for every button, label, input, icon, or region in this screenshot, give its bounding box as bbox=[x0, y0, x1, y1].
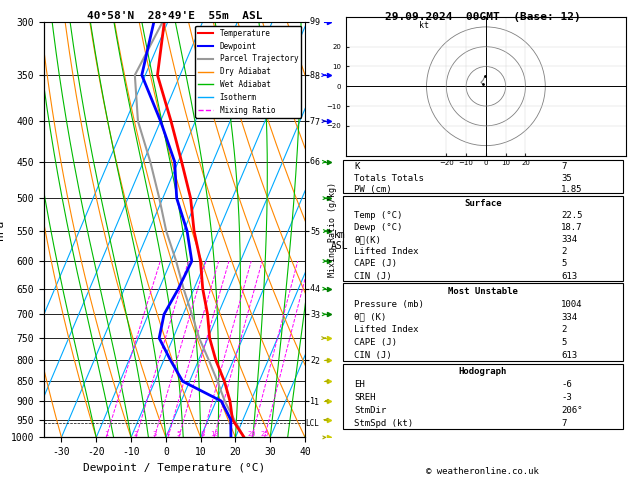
Text: 25: 25 bbox=[260, 432, 269, 437]
Text: 2: 2 bbox=[310, 356, 315, 365]
Text: 1: 1 bbox=[310, 397, 315, 405]
Text: 8: 8 bbox=[200, 432, 204, 437]
Text: 5: 5 bbox=[561, 260, 567, 268]
Text: Lifted Index: Lifted Index bbox=[354, 247, 418, 256]
Text: 1: 1 bbox=[104, 432, 108, 437]
Text: 613: 613 bbox=[561, 351, 577, 361]
Text: CIN (J): CIN (J) bbox=[354, 272, 392, 280]
Text: © weatheronline.co.uk: © weatheronline.co.uk bbox=[426, 467, 539, 476]
Y-axis label: km
ASL: km ASL bbox=[331, 230, 348, 251]
Text: K: K bbox=[354, 162, 359, 172]
Text: 334: 334 bbox=[561, 235, 577, 244]
Text: 7: 7 bbox=[561, 419, 567, 428]
Text: 2: 2 bbox=[561, 247, 567, 256]
Text: 20: 20 bbox=[248, 432, 256, 437]
Text: 4: 4 bbox=[310, 284, 315, 293]
Text: θᴇ (K): θᴇ (K) bbox=[354, 312, 386, 322]
Text: PW (cm): PW (cm) bbox=[354, 185, 392, 193]
Text: Pressure (mb): Pressure (mb) bbox=[354, 299, 424, 309]
Text: CIN (J): CIN (J) bbox=[354, 351, 392, 361]
Text: LCL: LCL bbox=[306, 419, 320, 428]
Text: 6: 6 bbox=[310, 157, 315, 166]
Text: 10: 10 bbox=[210, 432, 218, 437]
Text: 613: 613 bbox=[561, 272, 577, 280]
Text: 5: 5 bbox=[177, 432, 181, 437]
Text: -6: -6 bbox=[561, 380, 572, 389]
Text: StmDir: StmDir bbox=[354, 406, 386, 415]
Text: EH: EH bbox=[354, 380, 365, 389]
Text: -3: -3 bbox=[561, 393, 572, 402]
Text: 5: 5 bbox=[310, 226, 315, 236]
Text: 2: 2 bbox=[134, 432, 138, 437]
Y-axis label: hPa: hPa bbox=[0, 220, 5, 240]
Text: 7: 7 bbox=[561, 162, 567, 172]
Text: kt: kt bbox=[419, 21, 428, 30]
Text: Dewp (°C): Dewp (°C) bbox=[354, 223, 403, 232]
Text: Totals Totals: Totals Totals bbox=[354, 174, 424, 183]
Text: 206°: 206° bbox=[561, 406, 582, 415]
Legend: Temperature, Dewpoint, Parcel Trajectory, Dry Adiabat, Wet Adiabat, Isotherm, Mi: Temperature, Dewpoint, Parcel Trajectory… bbox=[195, 26, 301, 118]
Text: StmSpd (kt): StmSpd (kt) bbox=[354, 419, 413, 428]
Text: 1.85: 1.85 bbox=[561, 185, 582, 193]
Text: 9: 9 bbox=[310, 17, 315, 26]
Text: 8: 8 bbox=[310, 70, 315, 80]
X-axis label: Dewpoint / Temperature (°C): Dewpoint / Temperature (°C) bbox=[84, 463, 265, 473]
Text: 5: 5 bbox=[561, 338, 567, 347]
Text: Mixing Ratio (g/kg): Mixing Ratio (g/kg) bbox=[328, 182, 337, 277]
Text: 35: 35 bbox=[561, 174, 572, 183]
Text: θᴇ(K): θᴇ(K) bbox=[354, 235, 381, 244]
Text: 29.09.2024  00GMT  (Base: 12): 29.09.2024 00GMT (Base: 12) bbox=[385, 12, 581, 22]
Text: Hodograph: Hodograph bbox=[459, 367, 507, 376]
Text: 18.7: 18.7 bbox=[561, 223, 582, 232]
Text: Surface: Surface bbox=[464, 199, 501, 208]
Text: Temp (°C): Temp (°C) bbox=[354, 211, 403, 220]
Text: 4: 4 bbox=[166, 432, 170, 437]
Text: 3: 3 bbox=[152, 432, 157, 437]
Text: CAPE (J): CAPE (J) bbox=[354, 338, 397, 347]
Text: 22.5: 22.5 bbox=[561, 211, 582, 220]
Text: CAPE (J): CAPE (J) bbox=[354, 260, 397, 268]
Text: 7: 7 bbox=[310, 117, 315, 126]
Text: 1004: 1004 bbox=[561, 299, 582, 309]
Title: 40°58'N  28°49'E  55m  ASL: 40°58'N 28°49'E 55m ASL bbox=[87, 11, 262, 21]
Text: Most Unstable: Most Unstable bbox=[448, 287, 518, 295]
Text: SREH: SREH bbox=[354, 393, 376, 402]
Text: Lifted Index: Lifted Index bbox=[354, 326, 418, 334]
Text: 334: 334 bbox=[561, 312, 577, 322]
Text: 3: 3 bbox=[310, 310, 315, 319]
Text: 2: 2 bbox=[561, 326, 567, 334]
